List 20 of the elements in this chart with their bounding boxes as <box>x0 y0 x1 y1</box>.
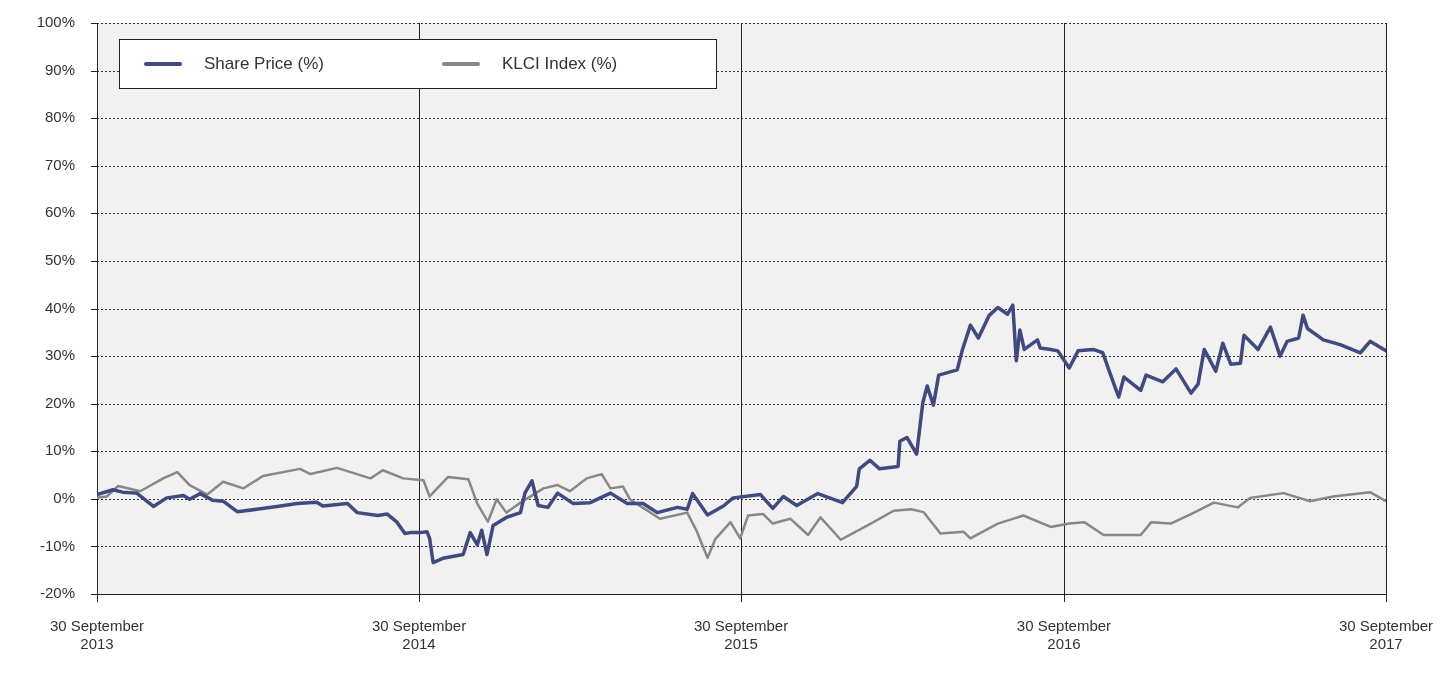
y-tick-label: 10% <box>44 441 75 459</box>
y-tick-label: 80% <box>44 108 75 126</box>
y-tick-label: -20% <box>39 584 75 602</box>
y-tick-label: 40% <box>44 298 75 316</box>
y-tick-label: 100% <box>36 13 75 31</box>
y-tick-label: 30% <box>44 346 75 364</box>
y-tick-label: 60% <box>44 203 75 221</box>
y-tick-label: 20% <box>44 393 75 411</box>
x-tick-label: 30 September 2016 <box>1016 617 1112 653</box>
x-tick-label: 30 September 2014 <box>371 617 467 653</box>
y-tick-label: 70% <box>44 155 75 173</box>
y-tick-label: 0% <box>53 488 75 506</box>
x-tick-label: 30 September 2013 <box>49 617 145 653</box>
y-tick-label: 50% <box>44 251 75 269</box>
x-tick-label: 30 September 2015 <box>693 617 789 653</box>
y-tick-label: -10% <box>39 536 75 554</box>
x-tick-label: 30 September 2017 <box>1338 617 1434 653</box>
y-tick-label: 90% <box>44 60 75 78</box>
legend-label: KLCI Index (%) <box>502 54 618 74</box>
legend-label: Share Price (%) <box>204 54 324 74</box>
